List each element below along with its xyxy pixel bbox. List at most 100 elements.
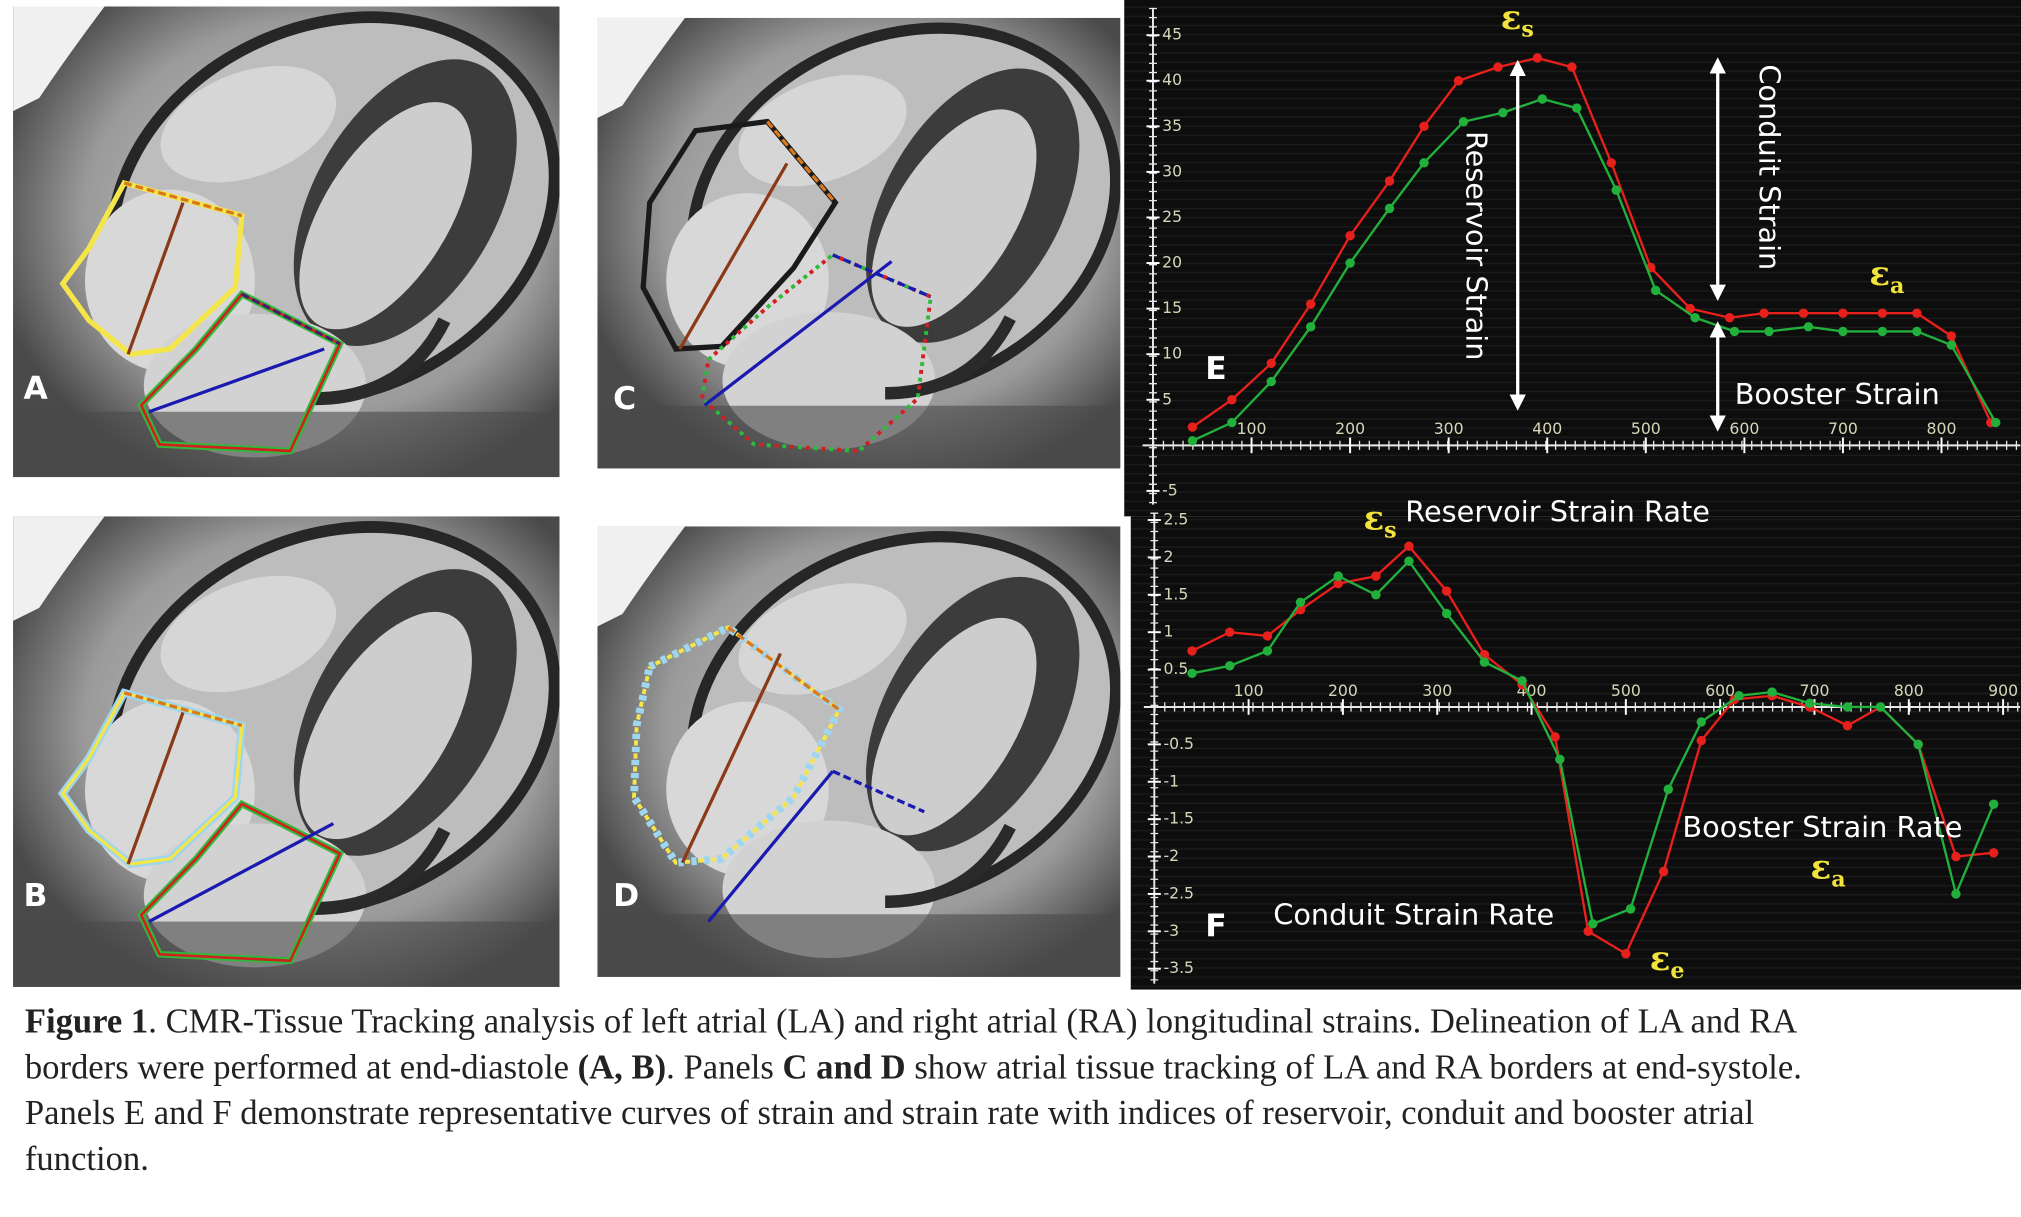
series-point <box>1877 308 1888 318</box>
series-point <box>1650 285 1661 296</box>
symbol: ε <box>1811 847 1832 887</box>
caption-run: . CMR-Tissue Tracking analysis of left a… <box>148 1003 1797 1041</box>
series-point <box>1838 326 1848 337</box>
series-point <box>1384 203 1395 214</box>
series-point <box>1724 313 1735 323</box>
panel-label: A <box>24 371 49 407</box>
series-point <box>1805 698 1815 708</box>
caption-run: C and D <box>783 1048 906 1086</box>
series-line <box>1191 97 1997 442</box>
panel-label: C <box>613 381 636 417</box>
y-tick-label: -5 <box>1162 480 1178 499</box>
series-point <box>1663 784 1674 794</box>
caption-run: . Panels <box>666 1048 782 1086</box>
annotation: Booster Strain <box>1735 377 1940 411</box>
series-point <box>1611 185 1621 195</box>
x-tick-label: 300 <box>1434 419 1464 438</box>
series-point <box>1371 571 1381 581</box>
caption: Figure 1. CMR-Tissue Tracking analysis o… <box>25 1003 1802 1178</box>
strain-index: εs <box>1363 498 1396 543</box>
series-point <box>1625 904 1636 914</box>
series-point <box>1225 661 1235 671</box>
x-tick-label: 700 <box>1800 681 1830 700</box>
y-tick-label: 1 <box>1163 622 1173 641</box>
series-point <box>1479 649 1490 660</box>
series-point <box>1493 62 1503 72</box>
y-tick-label: -2 <box>1163 846 1179 865</box>
x-tick-label: 100 <box>1237 419 1267 438</box>
y-tick-label: 2 <box>1163 547 1173 566</box>
series-point <box>1404 556 1414 566</box>
series-point <box>1606 158 1617 168</box>
y-tick-label: 2.5 <box>1163 510 1188 529</box>
series-point <box>1532 53 1543 63</box>
caption-run: function. <box>25 1140 149 1178</box>
series-point <box>1912 308 1922 318</box>
y-tick-label: 15 <box>1162 298 1182 317</box>
series-point <box>1759 308 1769 318</box>
series-point <box>1767 687 1777 697</box>
y-tick-label: 5 <box>1162 389 1172 408</box>
caption-line: borders were performed at end-diastole (… <box>25 1048 1802 1086</box>
y-tick-label: 30 <box>1162 161 1182 180</box>
annotation: Conduit Strain <box>1752 64 1786 270</box>
subscript: a <box>1831 866 1845 892</box>
series-point <box>1227 395 1237 405</box>
y-tick-label: 45 <box>1162 25 1182 44</box>
caption-run: borders were performed at end-diastole <box>25 1048 578 1086</box>
panel-label: B <box>24 878 48 914</box>
series-point <box>1842 720 1853 731</box>
series-point <box>1345 258 1355 268</box>
series-point <box>1453 76 1464 86</box>
series-point <box>1498 107 1508 118</box>
y-tick-label: 20 <box>1162 253 1182 272</box>
series-point <box>1583 926 1593 937</box>
x-tick-label: 200 <box>1335 419 1365 438</box>
series-point <box>1946 340 1957 350</box>
series-point <box>1419 121 1429 132</box>
series-line <box>1191 56 1992 429</box>
panel-label: D <box>613 878 639 914</box>
subscript: s <box>1521 17 1534 43</box>
y-tick-label: -0.5 <box>1163 734 1194 753</box>
caption-run: show atrial tissue tracking of LA and RA… <box>906 1048 1802 1086</box>
series-point <box>1946 331 1957 341</box>
mri-panel-a <box>13 0 618 477</box>
series-point <box>1295 597 1306 607</box>
y-tick-label: -3.5 <box>1163 958 1194 977</box>
series-point <box>1266 376 1276 387</box>
series-point <box>1479 657 1490 667</box>
series-point <box>1384 176 1395 186</box>
strain-index: εa <box>1869 254 1904 299</box>
subscript: a <box>1890 273 1904 299</box>
series-point <box>1764 326 1774 337</box>
series-point <box>1458 117 1469 127</box>
subscript: s <box>1384 517 1397 543</box>
series-point <box>1877 326 1888 337</box>
caption-line: Panels E and F demonstrate representativ… <box>25 1094 1754 1132</box>
annotation: Conduit Strain Rate <box>1273 897 1554 931</box>
series-point <box>1345 230 1355 241</box>
series-point <box>1990 417 2001 428</box>
series-point <box>1842 702 1853 712</box>
series-point <box>1225 627 1235 637</box>
x-tick-label: 700 <box>1828 419 1858 438</box>
series-point <box>1404 541 1414 551</box>
series-point <box>1187 668 1197 679</box>
y-tick-label: 40 <box>1162 70 1182 89</box>
annotation: Reservoir Strain Rate <box>1405 495 1710 529</box>
mri-panel-d <box>597 469 1176 977</box>
series-point <box>1305 299 1316 309</box>
mri-panel-c <box>597 0 1176 468</box>
mri-panel-b <box>13 456 618 987</box>
x-tick-label: 900 <box>1988 681 2018 700</box>
series-point <box>1951 889 1961 899</box>
strain-index: εe <box>1650 939 1685 984</box>
series-point <box>1333 578 1343 589</box>
y-tick-label: -1 <box>1163 771 1179 790</box>
series-point <box>1441 608 1452 619</box>
series-point <box>1685 303 1695 314</box>
series-point <box>1567 62 1577 72</box>
caption-run: Figure 1 <box>25 1003 148 1041</box>
